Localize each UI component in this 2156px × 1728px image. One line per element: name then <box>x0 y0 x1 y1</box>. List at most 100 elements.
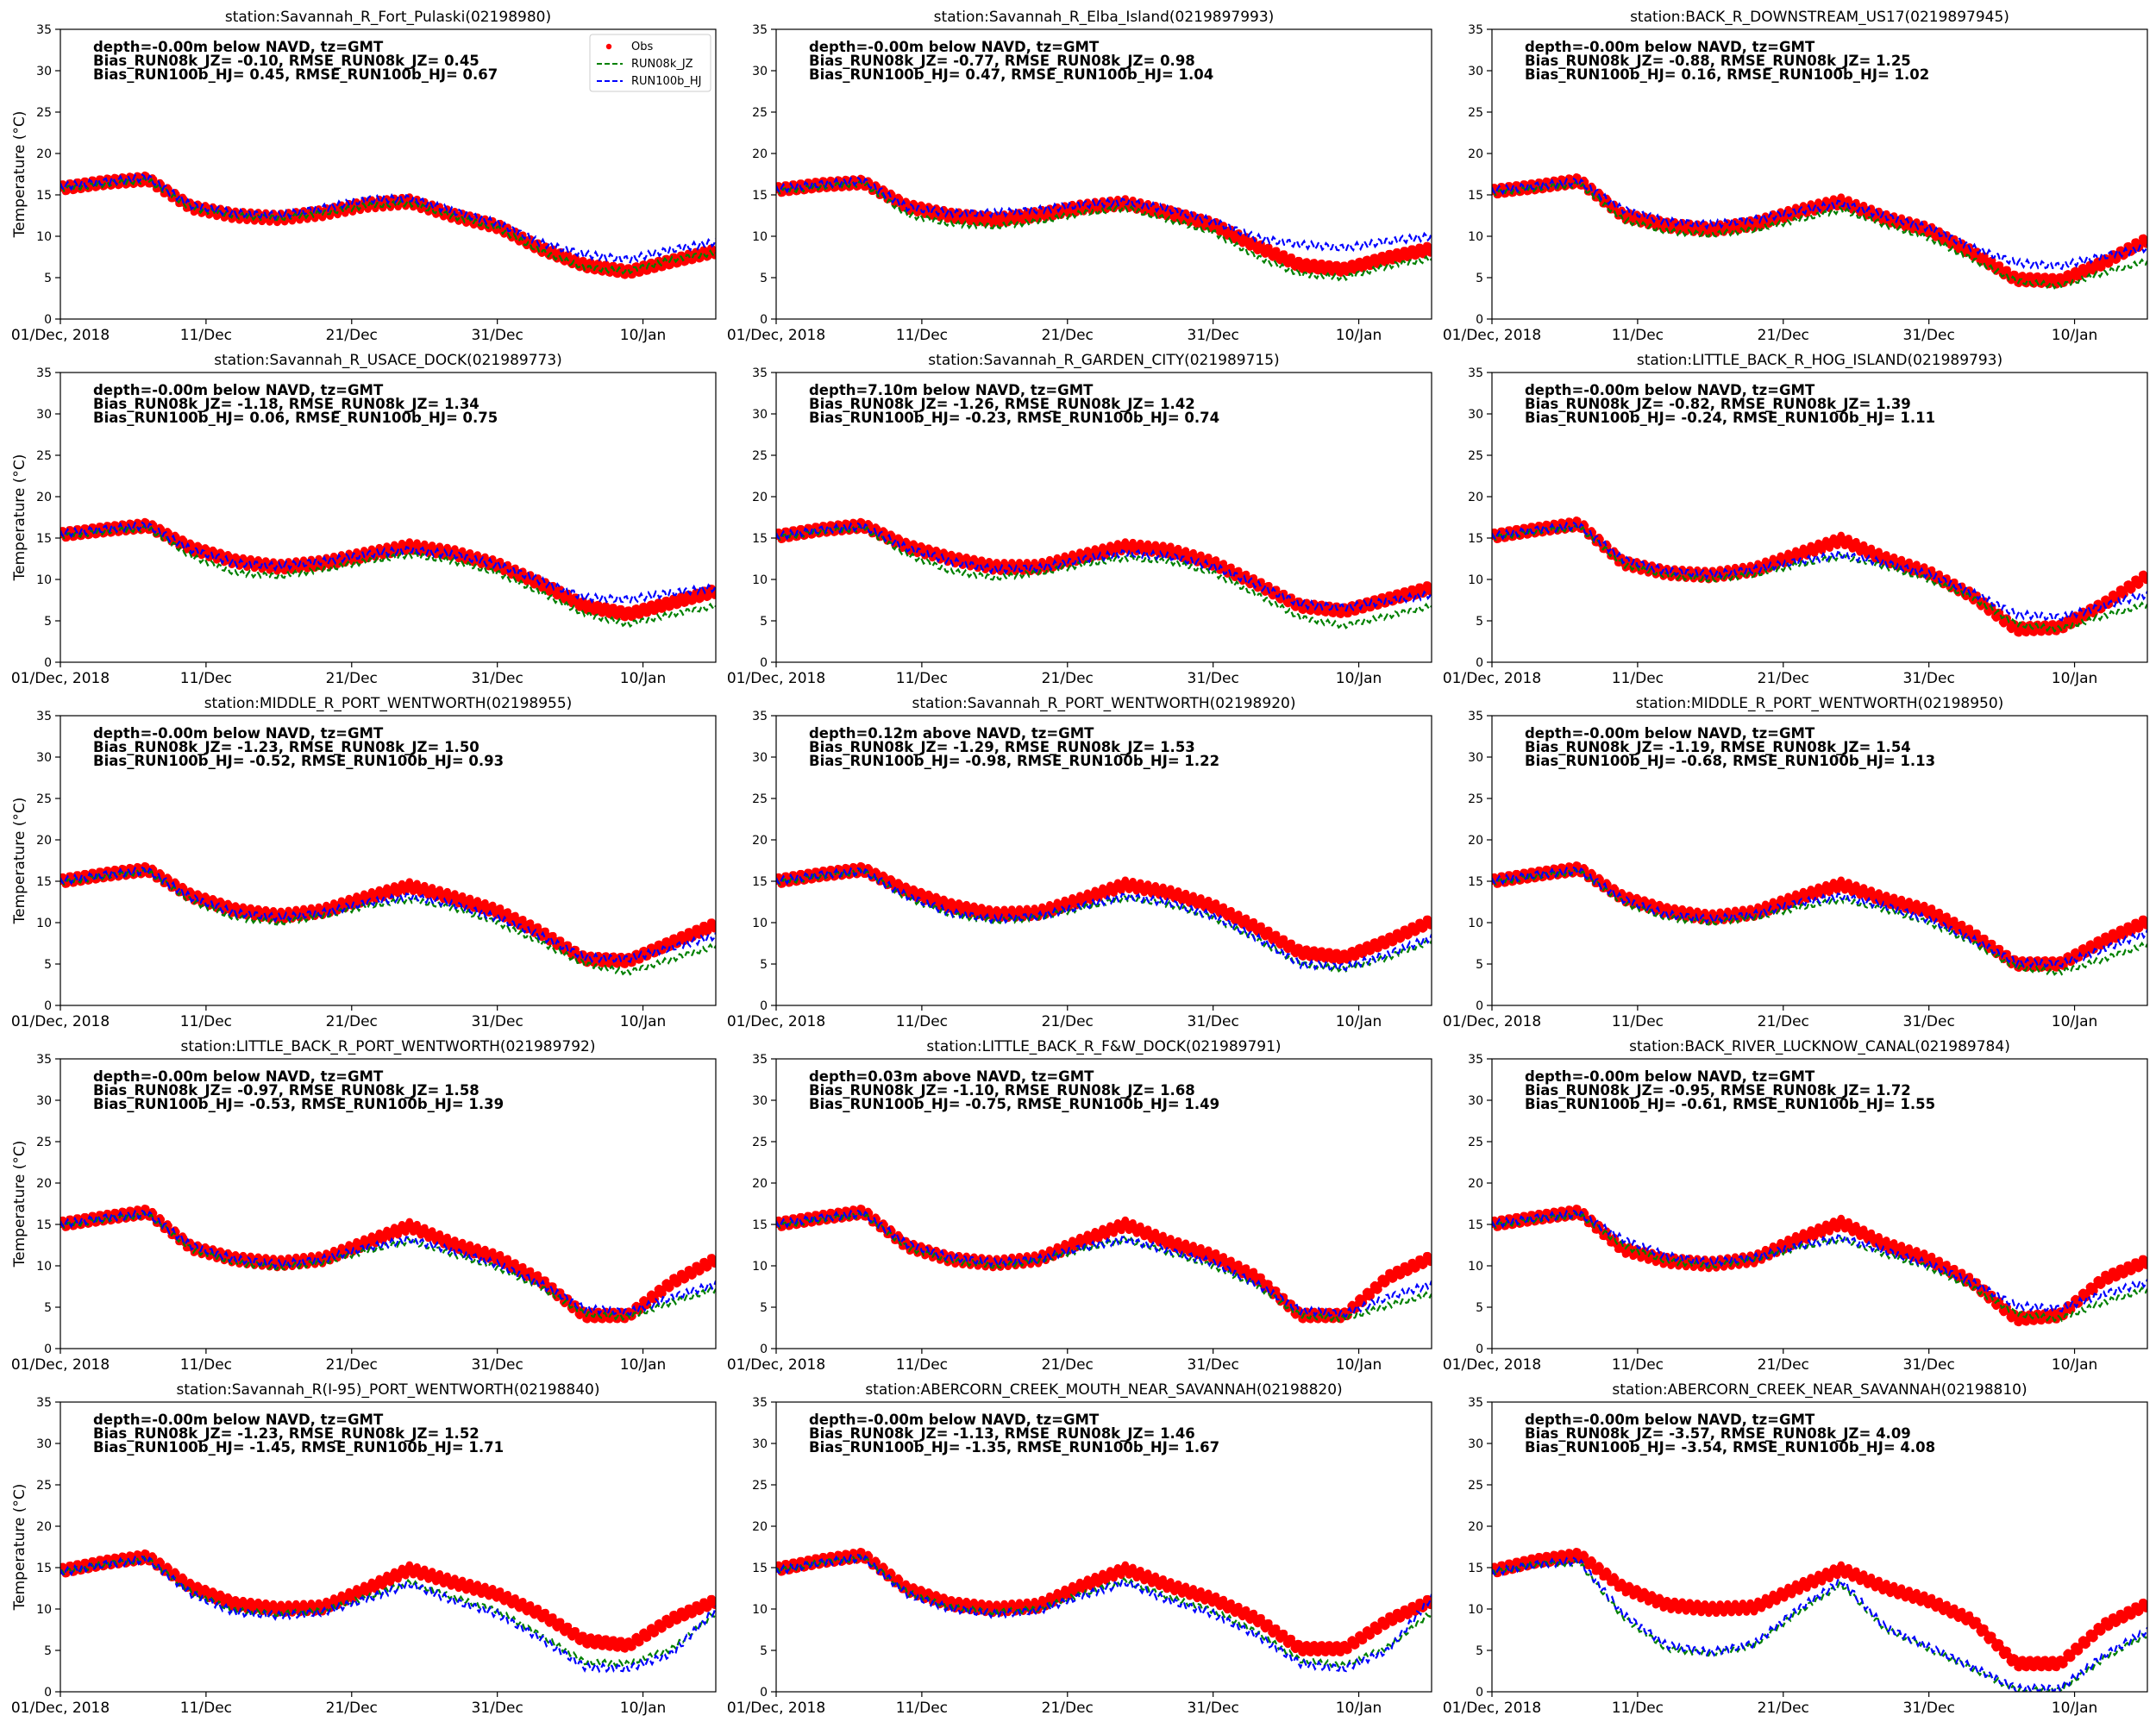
y-tick-label: 0 <box>760 656 768 670</box>
y-axis-label: Temperature (°C) <box>11 798 28 925</box>
y-tick-label: 20 <box>1468 147 1483 161</box>
x-tick-label: 01/Dec, 2018 <box>1443 327 1541 344</box>
y-tick-label: 0 <box>44 313 52 327</box>
series-group <box>773 518 1435 628</box>
x-tick-label: 21/Dec <box>1042 327 1094 344</box>
y-tick-label: 35 <box>752 710 768 723</box>
subplot: station:MIDDLE_R_PORT_WENTWORTH(02198955… <box>11 695 719 1030</box>
y-tick-label: 10 <box>1468 230 1483 244</box>
y-tick-label: 20 <box>752 491 768 504</box>
y-tick-label: 10 <box>752 230 768 244</box>
x-tick-label: 31/Dec <box>1188 670 1239 687</box>
y-tick-label: 30 <box>752 751 768 765</box>
stats-text: Bias_RUN100b_HJ= -0.24, RMSE_RUN100b_HJ=… <box>1525 410 1935 426</box>
y-tick-label: 15 <box>752 189 768 203</box>
series-group <box>1489 173 2151 289</box>
y-tick-label: 15 <box>36 875 52 889</box>
x-tick-label: 31/Dec <box>1188 1013 1239 1030</box>
y-tick-label: 5 <box>760 615 768 629</box>
y-tick-label: 0 <box>44 999 52 1013</box>
y-tick-label: 0 <box>44 656 52 670</box>
subplot-title: station:Savannah_R_GARDEN_CITY(021989715… <box>928 352 1279 369</box>
y-tick-label: 10 <box>1468 573 1483 587</box>
y-tick-label: 35 <box>1468 366 1483 380</box>
stats-text: Bias_RUN100b_HJ= 0.47, RMSE_RUN100b_HJ= … <box>809 66 1213 83</box>
y-tick-label: 5 <box>1476 272 1483 285</box>
run08k-series-line <box>1492 182 2147 289</box>
x-tick-label: 31/Dec <box>472 1013 523 1030</box>
stats-text: Bias_RUN100b_HJ= 0.06, RMSE_RUN100b_HJ= … <box>93 410 498 426</box>
subplot: station:Savannah_R_Elba_Island(021989799… <box>727 9 1435 344</box>
x-tick-label: 11/Dec <box>896 670 948 687</box>
x-tick-label: 21/Dec <box>1758 670 1809 687</box>
y-tick-label: 35 <box>36 710 52 723</box>
x-tick-label: 11/Dec <box>896 327 948 344</box>
x-tick-label: 31/Dec <box>472 327 523 344</box>
stats-text: Bias_RUN100b_HJ= -0.52, RMSE_RUN100b_HJ=… <box>93 753 504 769</box>
x-tick-label: 21/Dec <box>326 327 378 344</box>
y-tick-label: 30 <box>752 408 768 422</box>
y-tick-label: 25 <box>1468 106 1483 120</box>
x-tick-label: 21/Dec <box>326 670 378 687</box>
stats-text: Bias_RUN100b_HJ= 0.45, RMSE_RUN100b_HJ= … <box>93 66 498 83</box>
x-tick-label: 11/Dec <box>896 1013 948 1030</box>
x-tick-label: 11/Dec <box>1612 670 1664 687</box>
y-tick-label: 35 <box>752 23 768 37</box>
y-tick-label: 20 <box>752 834 768 848</box>
y-tick-label: 10 <box>752 573 768 587</box>
y-tick-label: 5 <box>44 272 52 285</box>
y-tick-label: 20 <box>1468 491 1483 504</box>
series-group <box>57 862 719 974</box>
y-tick-label: 30 <box>36 65 52 78</box>
x-tick-label: 10/Jan <box>2052 327 2098 344</box>
x-tick-label: 11/Dec <box>180 327 232 344</box>
y-tick-label: 30 <box>36 751 52 765</box>
x-tick-label: 21/Dec <box>326 1013 378 1030</box>
x-tick-label: 10/Jan <box>1336 327 1382 344</box>
y-tick-label: 10 <box>36 230 52 244</box>
y-tick-label: 35 <box>1468 23 1483 37</box>
subplot-title: station:Savannah_R_PORT_WENTWORTH(021989… <box>912 695 1296 712</box>
y-tick-label: 30 <box>752 65 768 78</box>
x-tick-label: 31/Dec <box>1188 327 1239 344</box>
y-tick-label: 15 <box>36 189 52 203</box>
y-tick-label: 20 <box>36 147 52 161</box>
y-tick-label: 15 <box>1468 532 1483 546</box>
series-group <box>773 175 1435 280</box>
subplot-title: station:Savannah_R_Fort_Pulaski(02198980… <box>225 9 551 26</box>
y-tick-label: 0 <box>1476 656 1483 670</box>
obs-series <box>57 518 719 622</box>
subplot-title: station:MIDDLE_R_PORT_WENTWORTH(02198955… <box>204 695 573 712</box>
x-tick-label: 21/Dec <box>1042 670 1094 687</box>
y-axis-label: Temperature (°C) <box>11 454 28 582</box>
x-tick-label: 11/Dec <box>180 1013 232 1030</box>
series-group <box>57 518 719 627</box>
subplot-title: station:Savannah_R_USACE_DOCK(021989773) <box>214 352 562 369</box>
subplot: station:LITTLE_BACK_R_HOG_ISLAND(0219897… <box>1443 352 2151 687</box>
x-tick-label: 10/Jan <box>620 1013 667 1030</box>
y-tick-label: 0 <box>760 313 768 327</box>
y-tick-label: 0 <box>1476 999 1483 1013</box>
y-tick-label: 20 <box>36 834 52 848</box>
legend-label: Obs <box>631 41 653 53</box>
y-tick-label: 0 <box>760 999 768 1013</box>
subplot: station:BACK_R_DOWNSTREAM_US17(021989794… <box>1443 9 2151 344</box>
subplot: station:Savannah_R_USACE_DOCK(021989773)… <box>11 352 719 687</box>
stats-text: Bias_RUN100b_HJ= 0.16, RMSE_RUN100b_HJ= … <box>1525 66 1929 83</box>
x-tick-label: 01/Dec, 2018 <box>11 670 110 687</box>
y-tick-label: 25 <box>36 449 52 463</box>
x-tick-label: 10/Jan <box>1336 670 1382 687</box>
y-tick-label: 20 <box>36 491 52 504</box>
y-tick-label: 25 <box>752 449 768 463</box>
x-tick-label: 21/Dec <box>1758 327 1809 344</box>
y-axis-label: Temperature (°C) <box>11 111 28 239</box>
y-tick-label: 20 <box>752 147 768 161</box>
y-tick-label: 25 <box>752 792 768 806</box>
y-tick-label: 5 <box>760 272 768 285</box>
x-tick-label: 01/Dec, 2018 <box>727 670 825 687</box>
y-tick-label: 15 <box>752 875 768 889</box>
x-tick-label: 01/Dec, 2018 <box>11 1013 110 1030</box>
